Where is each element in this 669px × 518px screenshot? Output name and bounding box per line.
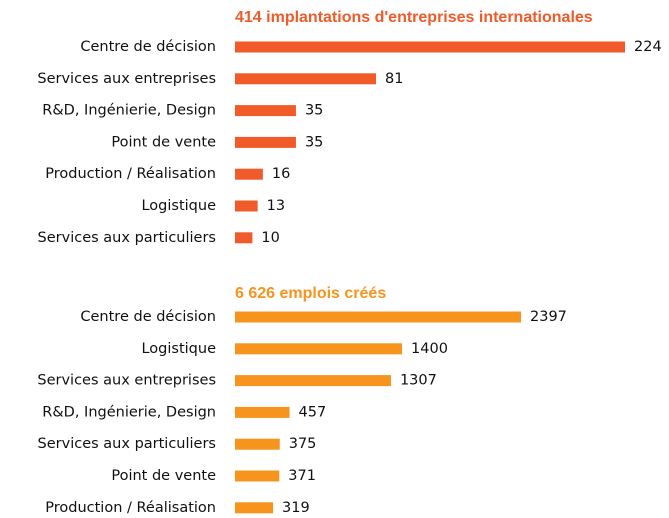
category-label: Services aux entreprises: [37, 373, 216, 389]
category-label: Services aux particuliers: [38, 230, 216, 246]
category-label: Logistique: [141, 198, 216, 214]
value-label: 10: [261, 230, 279, 246]
bar: [235, 438, 280, 450]
value-label: 371: [288, 468, 316, 484]
value-label: 81: [385, 71, 403, 87]
category-label: Services aux particuliers: [38, 436, 216, 452]
category-label: R&D, Ingénierie, Design: [42, 404, 216, 420]
value-label: 2397: [530, 309, 567, 325]
category-label: Production / Réalisation: [45, 166, 216, 182]
bar: [235, 470, 280, 482]
bar: [235, 311, 521, 323]
category-label: Production / Réalisation: [45, 500, 216, 516]
category-label: R&D, Ingénierie, Design: [42, 103, 216, 119]
value-label: 457: [299, 404, 327, 420]
bar: [235, 200, 258, 212]
value-label: 375: [289, 436, 317, 452]
category-label: Point de vente: [111, 468, 216, 484]
bar: [235, 232, 253, 244]
bar: [235, 105, 296, 117]
value-label: 35: [305, 103, 323, 119]
bar: [235, 73, 377, 85]
value-label: 319: [282, 500, 310, 516]
value-label: 1400: [411, 341, 448, 357]
value-label: 16: [272, 166, 290, 182]
bar: [235, 406, 290, 418]
bar: [235, 136, 296, 148]
value-label: 35: [305, 134, 323, 150]
value-label: 13: [267, 198, 285, 214]
value-label: 224: [634, 39, 662, 55]
chart-title: 6 626 emplois créés: [235, 285, 386, 302]
category-label: Centre de décision: [80, 309, 216, 325]
category-label: Logistique: [141, 341, 216, 357]
category-label: Services aux entreprises: [37, 71, 216, 87]
category-label: Point de vente: [111, 134, 216, 150]
bar: [235, 41, 625, 53]
chart-title: 414 implantations d'entreprises internat…: [235, 9, 593, 26]
bar: [235, 168, 263, 180]
bar: [235, 375, 391, 387]
category-label: Centre de décision: [80, 39, 216, 55]
bar: [235, 343, 403, 355]
value-label: 1307: [400, 373, 437, 389]
bar: [235, 502, 274, 514]
